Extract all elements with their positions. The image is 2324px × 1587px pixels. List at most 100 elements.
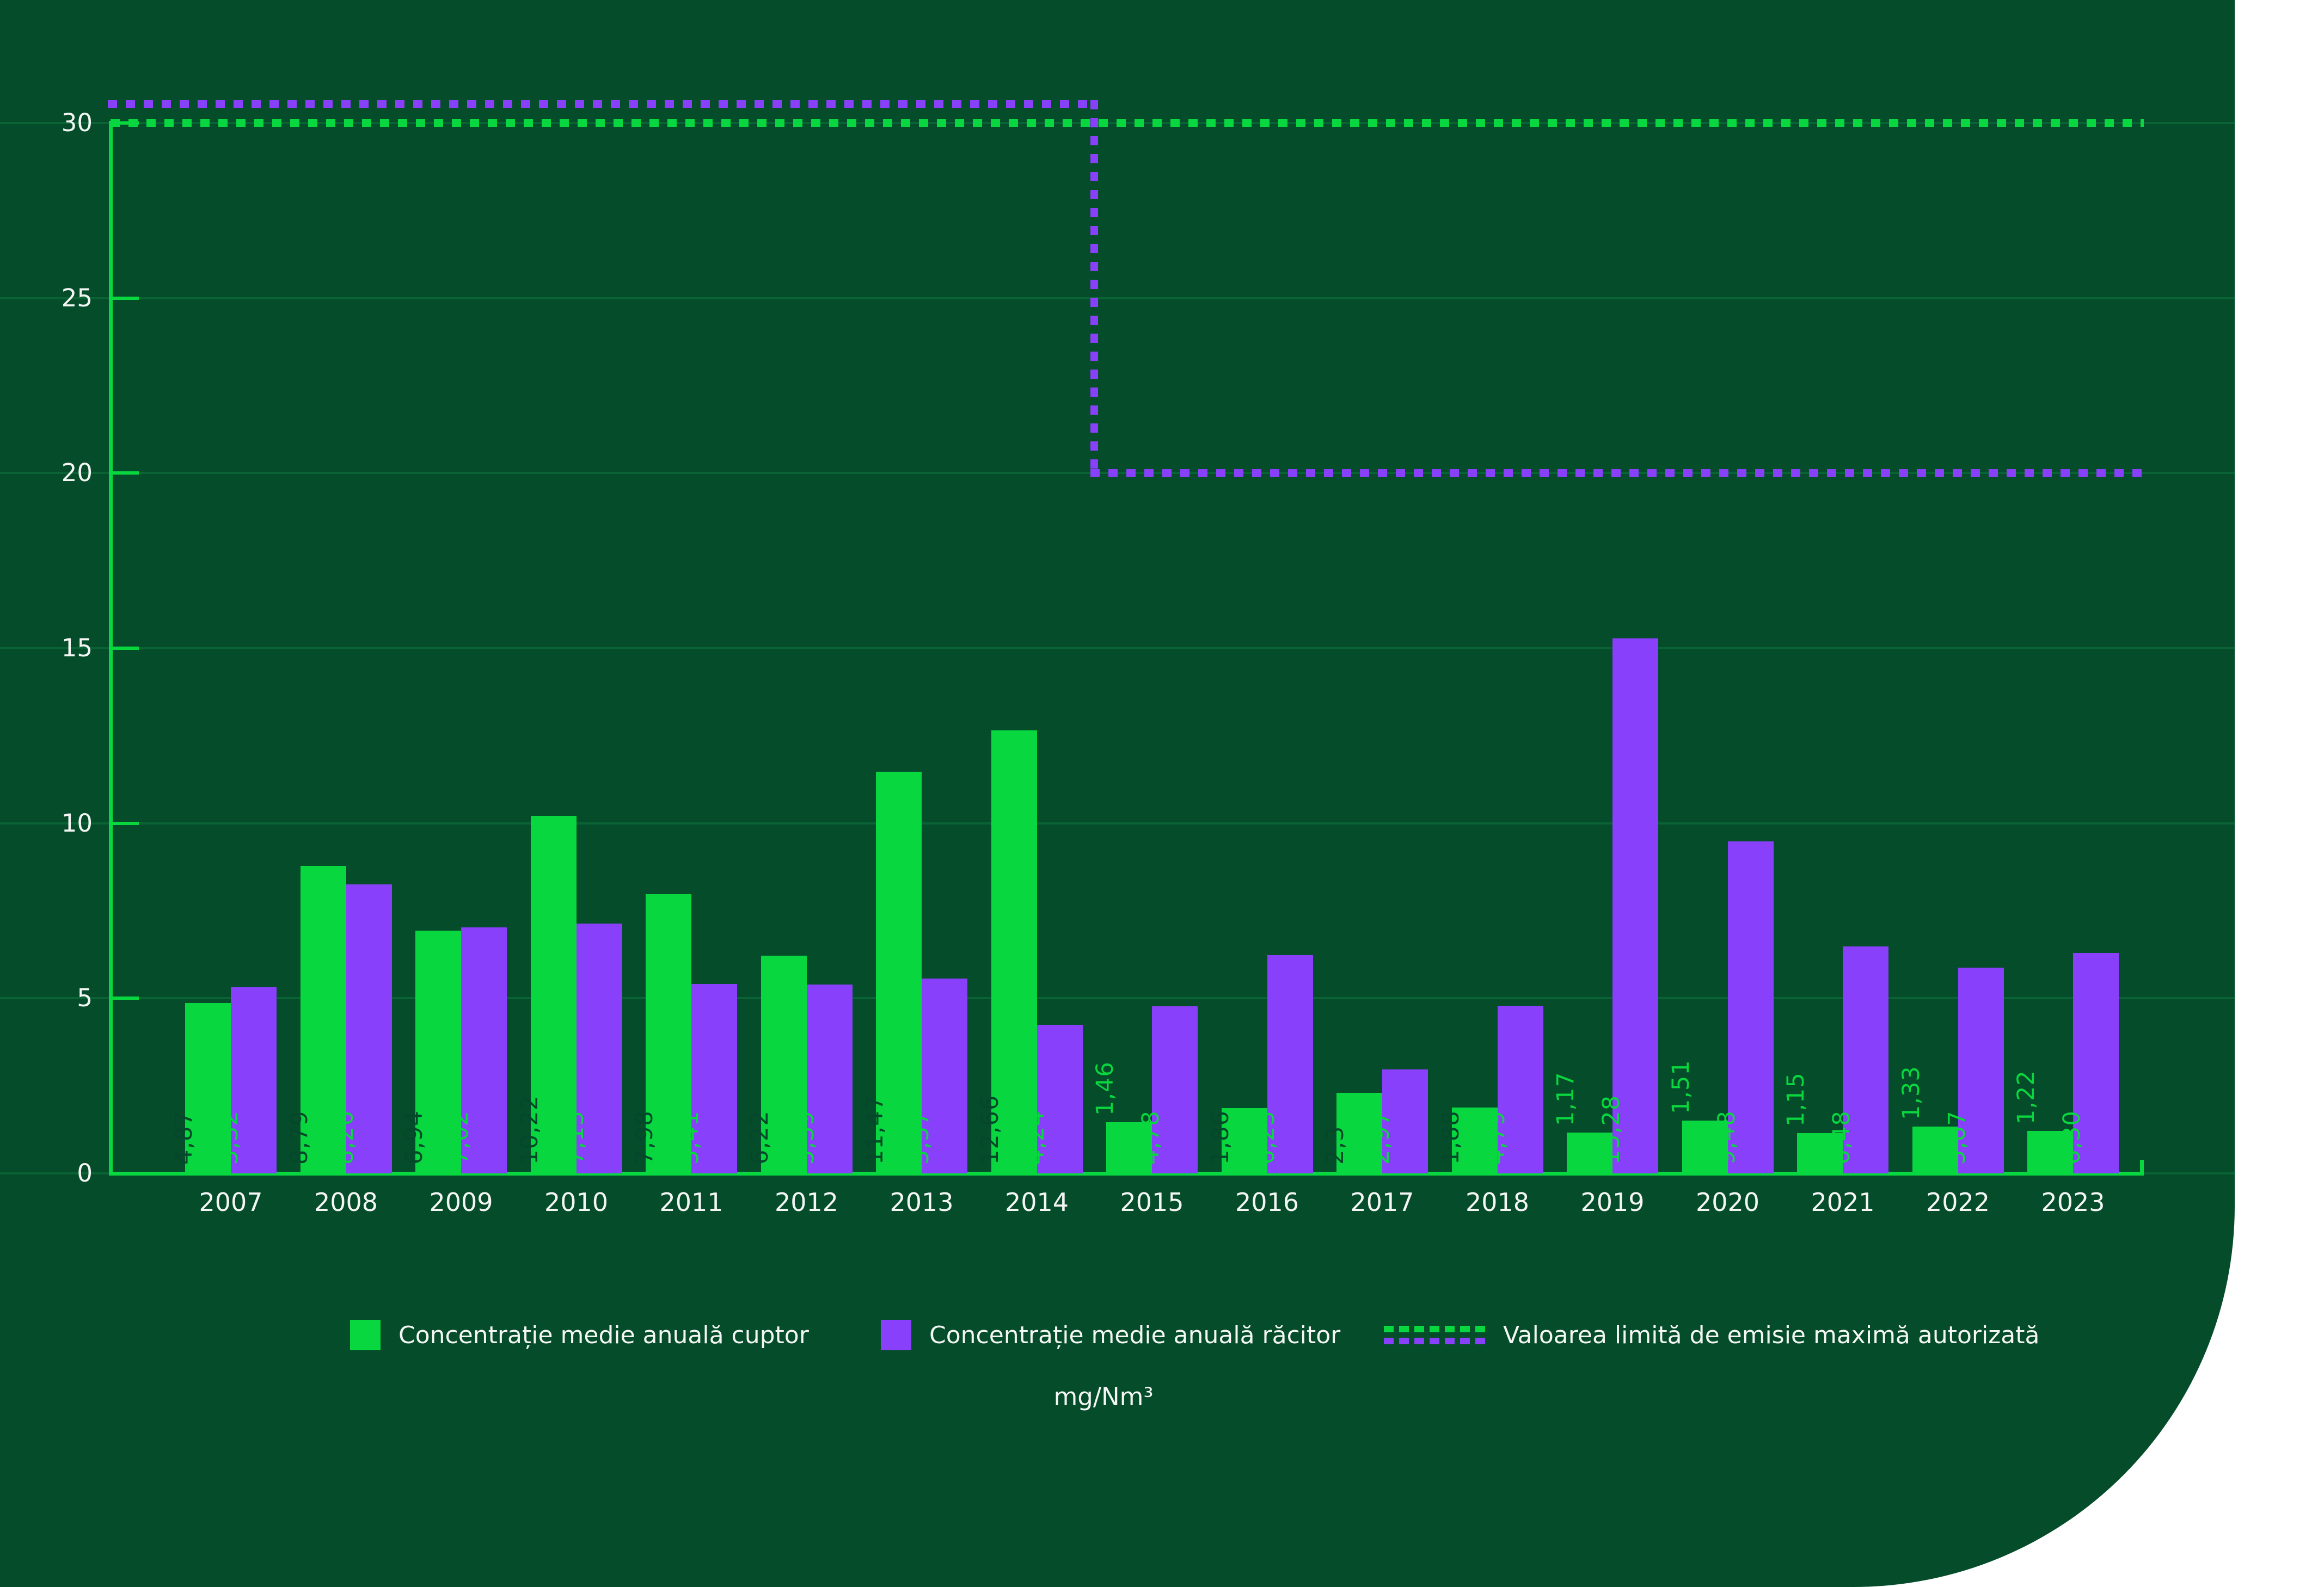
bar-racitor-2016 (1267, 955, 1313, 1173)
bar-racitor-2010 (576, 924, 622, 1173)
bar-cuptor-2017 (1336, 1093, 1382, 1173)
bar-racitor-2013 (922, 978, 967, 1173)
bar-racitor-2009 (461, 927, 507, 1173)
bar-label-cuptor-2020: 1,51 (1667, 1060, 1695, 1114)
bar-cuptor-2023 (2027, 1130, 2073, 1173)
bar-label-racitor-2009: 7,02 (446, 1110, 474, 1165)
bar-cuptor-2009 (415, 930, 461, 1173)
bar-label-racitor-2018: 4,79 (1482, 1110, 1510, 1165)
bar-label-racitor-2023: 6,30 (2058, 1110, 2086, 1165)
x-tick-label-2010: 2010 (544, 1188, 609, 1217)
bar-cuptor-2012 (761, 955, 807, 1173)
bar-cuptor-2014 (991, 730, 1037, 1173)
bar-cuptor-2015 (1106, 1122, 1152, 1173)
legend-label-limit: Valoarea limită de emisie maximă autoriz… (1503, 1321, 2040, 1349)
bar-cuptor-2022 (1912, 1127, 1958, 1173)
y-tick-mark-5 (111, 997, 139, 1000)
bar-label-cuptor-2021: 1,15 (1782, 1072, 1810, 1127)
bar-cuptor-2019 (1567, 1132, 1612, 1173)
y-tick-label-20: 20 (61, 458, 93, 488)
y-tick-label-25: 25 (61, 283, 93, 312)
y-tick-label-15: 15 (61, 633, 93, 663)
bar-racitor-2023 (2073, 952, 2119, 1173)
bar-cuptor-2013 (876, 772, 922, 1173)
y-tick-label-10: 10 (61, 808, 93, 838)
bar-label-racitor-2011: 5,41 (677, 1110, 704, 1165)
legend-label-racitor: Concentrație medie anuală răcitor (929, 1321, 1341, 1349)
bar-racitor-2015 (1152, 1006, 1198, 1173)
x-tick-label-2008: 2008 (314, 1188, 378, 1217)
bar-label-racitor-2016: 6,23 (1252, 1110, 1280, 1165)
bar-label-cuptor-2009: 6,94 (401, 1110, 428, 1165)
y-tick-mark-20 (111, 471, 139, 475)
gridline-10 (0, 822, 2235, 825)
bar-label-racitor-2022: 5,87 (1943, 1110, 1971, 1165)
bar-cuptor-2007 (185, 1002, 231, 1173)
gridline-5 (0, 997, 2235, 1000)
x-axis-line (109, 1172, 2144, 1176)
bar-label-cuptor-2022: 1,33 (1897, 1066, 1925, 1121)
bar-label-cuptor-2012: 6,22 (746, 1110, 774, 1165)
x-tick-label-2011: 2011 (659, 1188, 723, 1217)
bar-label-cuptor-2011: 7,98 (631, 1110, 658, 1165)
x-tick-label-2007: 2007 (199, 1188, 263, 1217)
y-tick-label-0: 0 (77, 1159, 93, 1188)
x-tick-label-2022: 2022 (1926, 1188, 1990, 1217)
bar-label-racitor-2007: 5,32 (216, 1110, 243, 1165)
bar-label-racitor-2021: 6,48 (1828, 1110, 1855, 1165)
chart-panel: 0 5 10 15 20 25 30 4,87 5,32 2007 8,79 8,26 2008 6,9… (0, 0, 2235, 1587)
y-tick-mark-15 (111, 647, 139, 650)
legend: Concentrație medie anuală cuptor Concent… (0, 1316, 2235, 1354)
x-tick-label-2013: 2013 (890, 1188, 954, 1217)
legend-item-limit: Valoarea limită de emisie maximă autoriz… (1384, 1316, 2040, 1354)
bar-cuptor-2021 (1797, 1133, 1843, 1173)
bar-label-racitor-2020: 9,48 (1713, 1110, 1740, 1165)
y-tick-mark-25 (111, 296, 139, 300)
x-tick-label-2017: 2017 (1350, 1188, 1414, 1217)
x-tick-label-2014: 2014 (1004, 1188, 1069, 1217)
bar-racitor-2019 (1612, 638, 1658, 1173)
bar-label-cuptor-2013: 11,47 (861, 1094, 888, 1165)
gridline-15 (0, 647, 2235, 650)
y-tick-label-5: 5 (77, 983, 93, 1013)
limit-line-purple-high (108, 100, 1098, 108)
bar-racitor-2008 (346, 884, 392, 1173)
legend-swatch-racitor (881, 1320, 911, 1350)
gridline-25 (0, 297, 2235, 299)
legend-dash-purple (1384, 1338, 1485, 1344)
unit-label: mg/Nm³ (1053, 1382, 1154, 1411)
bar-cuptor-2016 (1221, 1108, 1267, 1173)
bar-label-cuptor-2014: 12,66 (976, 1094, 1004, 1165)
bar-label-racitor-2019: 15,28 (1598, 1094, 1625, 1165)
legend-swatch-limit-dashed-lines (1384, 1320, 1485, 1350)
limit-line-green (111, 119, 2144, 127)
x-tick-label-2009: 2009 (429, 1188, 493, 1217)
bar-label-racitor-2012: 5,39 (792, 1110, 819, 1165)
bar-label-cuptor-2016: 1,86 (1206, 1110, 1234, 1165)
bar-label-cuptor-2023: 1,22 (2013, 1069, 2040, 1124)
x-tick-label-2016: 2016 (1235, 1188, 1299, 1217)
x-axis-end-tick (2140, 1160, 2144, 1173)
bar-label-cuptor-2015: 1,46 (1092, 1061, 1119, 1116)
x-tick-label-2023: 2023 (2041, 1188, 2105, 1217)
legend-dash-green (1384, 1326, 1485, 1332)
bar-label-cuptor-2010: 10,22 (516, 1094, 543, 1165)
bar-racitor-2017 (1382, 1069, 1428, 1173)
y-tick-label-30: 30 (61, 108, 93, 138)
bar-racitor-2011 (691, 983, 737, 1173)
bar-racitor-2018 (1497, 1005, 1543, 1173)
bar-label-racitor-2017: 2,97 (1368, 1110, 1395, 1165)
y-tick-mark-10 (111, 821, 139, 825)
y-axis-line (109, 121, 113, 1176)
bar-racitor-2014 (1037, 1025, 1083, 1173)
bar-racitor-2012 (806, 985, 853, 1173)
bar-label-racitor-2014: 4,24 (1022, 1110, 1050, 1165)
x-tick-label-2020: 2020 (1695, 1188, 1760, 1217)
x-tick-label-2021: 2021 (1811, 1188, 1875, 1217)
legend-label-cuptor: Concentrație medie anuală cuptor (398, 1321, 809, 1349)
bar-cuptor-2011 (646, 894, 691, 1173)
bar-cuptor-2008 (300, 865, 346, 1173)
bar-cuptor-2010 (530, 815, 577, 1173)
bar-label-racitor-2015: 4,78 (1137, 1110, 1164, 1165)
